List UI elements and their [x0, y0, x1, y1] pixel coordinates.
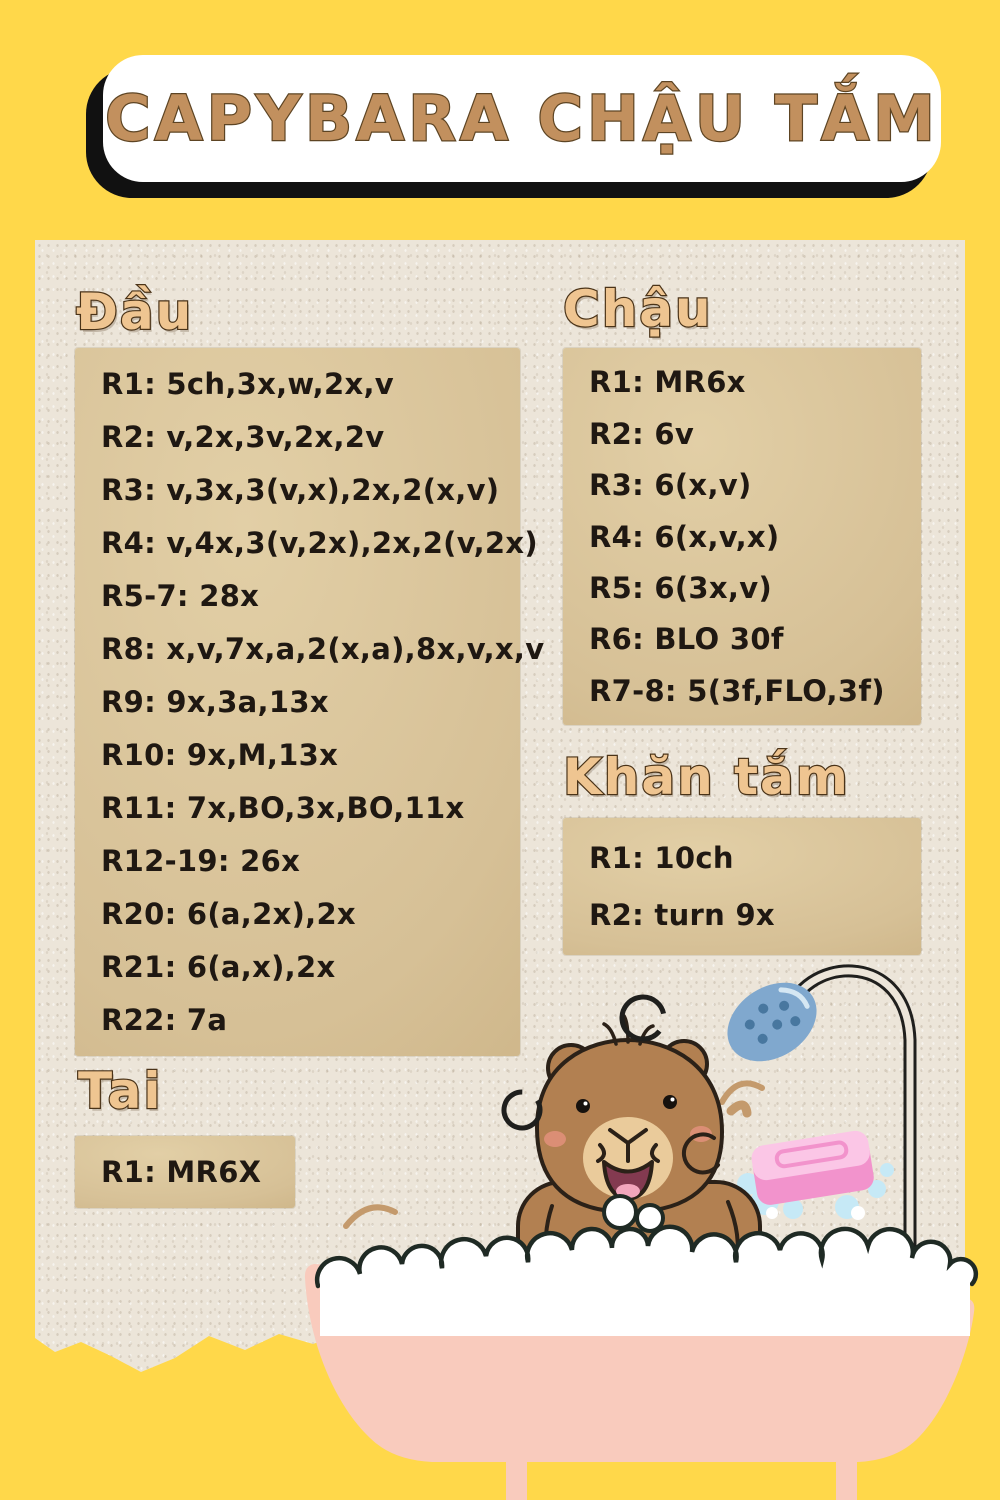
- pattern-row: R20: 6(a,2x),2x: [101, 897, 356, 931]
- capybara-bath-illustration: [304, 964, 979, 1500]
- bathtub-leg-left: [506, 1450, 527, 1500]
- pattern-row: R8: x,v,7x,a,2(x,a),8x,v,x,v: [101, 632, 545, 666]
- pattern-row: R7-8: 5(3f,FLO,3f): [589, 673, 885, 708]
- pattern-row: R3: v,3x,3(v,x),2x,2(x,v): [101, 473, 500, 507]
- pattern-row: R1: 5ch,3x,w,2x,v: [101, 367, 394, 401]
- capybara-nose-mouth: [596, 1128, 660, 1163]
- capybara-eyes: [576, 1095, 677, 1113]
- pattern-row: R5: 6(3x,v): [589, 570, 772, 605]
- pattern-row: R3: 6(x,v): [589, 468, 752, 503]
- capybara-blush-left: [544, 1131, 566, 1147]
- section-title-tai: Tai: [77, 1061, 163, 1121]
- pattern-row: R10: 9x,M,13x: [101, 738, 339, 772]
- cheek-swirl-icon: [681, 1132, 720, 1175]
- pattern-row: R22: 7a: [101, 1003, 228, 1037]
- section-title-chau: Chậu: [562, 279, 713, 339]
- page-title: CAPYBARA CHẬU TẮM: [104, 81, 939, 156]
- pattern-panel-tai: R1: MR6X: [75, 1136, 295, 1208]
- pattern-row: R21: 6(a,x),2x: [101, 950, 336, 984]
- pattern-row: R4: v,4x,3(v,2x),2x,2(v,2x): [101, 526, 538, 560]
- foam-bubbles: [314, 1194, 979, 1336]
- bubble-ring-icons: [501, 994, 667, 1131]
- bathtub-leg-right: [836, 1450, 857, 1500]
- pattern-row: R12-19: 26x: [101, 844, 301, 878]
- capybara-open-mouth: [602, 1160, 654, 1201]
- section-title-khan-tam: Khăn tắm: [562, 747, 850, 807]
- pattern-row: R1: 10ch: [589, 841, 734, 875]
- pattern-panel-dau: R1: 5ch,3x,w,2x,v R2: v,2x,3v,2x,2v R3: …: [75, 348, 545, 1056]
- shower-head-icon: [727, 982, 817, 1062]
- pattern-row: R5-7: 28x: [101, 579, 260, 613]
- pattern-row: R6: BLO 30f: [589, 622, 784, 657]
- pattern-row: R2: turn 9x: [589, 898, 775, 932]
- pattern-row: R2: v,2x,3v,2x,2v: [101, 420, 385, 454]
- sparkle-swoosh-icons: [343, 1080, 765, 1229]
- pattern-row: R4: 6(x,v,x): [589, 519, 780, 554]
- capybara-hair-tuft: [602, 1014, 655, 1046]
- title-banner: CAPYBARA CHẬU TẮM: [103, 55, 941, 182]
- pattern-row: R1: MR6x: [589, 365, 746, 400]
- soap-icon: [737, 1130, 894, 1220]
- section-title-dau: Đầu: [75, 282, 194, 342]
- pattern-row: R2: 6v: [589, 416, 695, 451]
- pattern-panel-chau: R1: MR6x R2: 6v R3: 6(x,v) R4: 6(x,v,x) …: [563, 348, 921, 725]
- pattern-panel-khan-tam: R1: 10ch R2: turn 9x: [563, 818, 921, 955]
- pattern-row: R11: 7x,BO,3x,BO,11x: [101, 791, 465, 825]
- pattern-row: R1: MR6X: [101, 1155, 262, 1189]
- pattern-row: R9: 9x,3a,13x: [101, 685, 329, 719]
